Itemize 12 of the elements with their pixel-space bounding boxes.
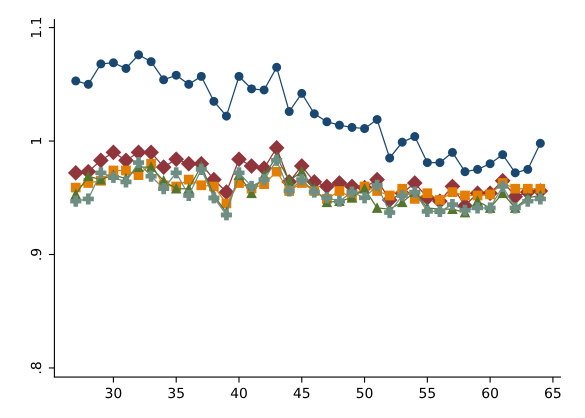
x-tick-label: 55 [420, 388, 435, 398]
y-tick-label: .9 [30, 248, 42, 260]
x-tick-label: 50 [356, 388, 372, 398]
x-tick-label: 30 [106, 388, 122, 398]
y-tick-label: 1 [30, 138, 42, 144]
y-tick-label: .8 [30, 362, 42, 374]
x-tick-label: 35 [168, 388, 184, 398]
x-tick-label: 65 [545, 388, 561, 398]
y-tick-label: 1.1 [30, 18, 42, 38]
x-tick-label: 60 [482, 388, 498, 398]
x-tick-label: 40 [230, 388, 247, 398]
x-tick-label: 45 [294, 388, 310, 398]
